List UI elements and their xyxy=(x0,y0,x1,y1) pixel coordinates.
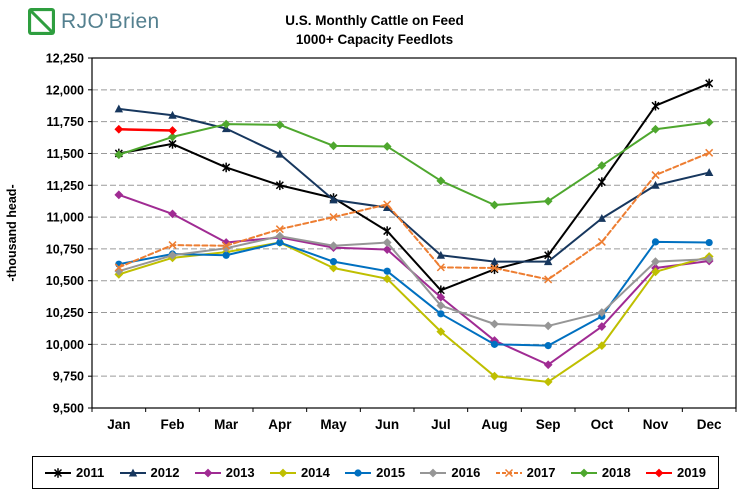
legend-marker-2017-icon xyxy=(495,468,522,477)
legend-label-2011: 2011 xyxy=(76,465,105,480)
series-line-2017 xyxy=(117,151,711,281)
y-tick-label: 9,500 xyxy=(53,402,84,416)
y-tick-label: 10,000 xyxy=(46,338,84,352)
y-tick-label: 10,500 xyxy=(46,274,84,288)
x-tick-label: Nov xyxy=(643,417,669,432)
x-tick-label: May xyxy=(320,417,347,432)
y-axis-title: -thousand head- xyxy=(5,184,19,281)
series-line-2016 xyxy=(117,235,711,327)
x-tick-label: Feb xyxy=(160,417,184,432)
legend-label-2015: 2015 xyxy=(376,465,406,480)
legend-marker-2019-icon xyxy=(646,468,673,477)
x-tick-label: Sep xyxy=(536,417,561,432)
legend-marker-2016-icon xyxy=(420,468,447,477)
rjobrien-logo-icon xyxy=(28,8,55,35)
legend-label-2018: 2018 xyxy=(601,465,631,480)
x-tick-label: Aug xyxy=(481,417,507,432)
y-tick-label: 11,000 xyxy=(46,211,84,225)
y-tick-label: 11,250 xyxy=(46,179,84,193)
x-tick-label: Oct xyxy=(591,417,614,432)
y-tick-label: 12,250 xyxy=(46,52,84,66)
chart-titles: U.S. Monthly Cattle on Feed 1000+ Capaci… xyxy=(0,8,749,50)
y-tick-label: 12,000 xyxy=(46,83,84,97)
legend-marker-2018-icon xyxy=(570,468,597,477)
legend-item-2012: 2012 xyxy=(119,465,180,480)
legend-item-2018: 2018 xyxy=(570,465,631,480)
legend-marker-2015-icon xyxy=(345,468,372,477)
series-line-2019 xyxy=(117,128,174,132)
legend-item-2017: 2017 xyxy=(495,465,556,480)
legend-item-2019: 2019 xyxy=(646,465,706,480)
y-tick-label: 10,750 xyxy=(46,242,84,256)
chart-subtitle: 1000+ Capacity Feedlots xyxy=(295,31,454,47)
legend-label-2017: 2017 xyxy=(526,465,556,480)
chart-legend: 2011 2012 2013 2014 2015 2016 2017 2018 2019 xyxy=(32,456,719,489)
x-tick-label: Jan xyxy=(107,417,130,432)
y-tick-label: 11,750 xyxy=(46,115,84,129)
legend-item-2014: 2014 xyxy=(269,465,330,480)
page: RJO'Brien U.S. Monthly Cattle on Feed 10… xyxy=(0,0,749,489)
rjobrien-logo: RJO'Brien xyxy=(28,8,160,35)
x-tick-label: Jul xyxy=(431,417,451,432)
x-tick-label: Apr xyxy=(268,417,292,432)
legend-item-2016: 2016 xyxy=(420,465,480,480)
legend-item-2011: 2011 xyxy=(45,465,104,480)
series-line-2011 xyxy=(117,82,711,292)
legend-label-2012: 2012 xyxy=(150,465,180,480)
y-tick-label: 10,250 xyxy=(46,306,84,320)
x-tick-label: Jun xyxy=(375,417,399,432)
legend-label-2019: 2019 xyxy=(677,465,706,480)
x-tick-label: Dec xyxy=(697,417,722,432)
y-tick-label: 9,750 xyxy=(53,370,84,384)
chart-title: U.S. Monthly Cattle on Feed xyxy=(285,13,464,28)
series-line-2014 xyxy=(117,241,711,383)
legend-marker-2013-icon xyxy=(194,468,221,477)
legend-label-2013: 2013 xyxy=(225,465,255,480)
legend-marker-2011-icon xyxy=(45,467,71,478)
legend-label-2014: 2014 xyxy=(300,465,330,480)
cattle-on-feed-line-chart: 9,500 9,750 10,000 10,250 10,500 10,750 11,000… xyxy=(5,52,737,432)
legend-item-2013: 2013 xyxy=(194,465,255,480)
series-line-2018 xyxy=(117,121,711,206)
x-tick-label: Mar xyxy=(214,417,239,432)
legend-label-2016: 2016 xyxy=(451,465,481,480)
header: RJO'Brien U.S. Monthly Cattle on Feed 10… xyxy=(0,0,749,52)
y-tick-label: 11,500 xyxy=(46,147,84,161)
legend-marker-2012-icon xyxy=(119,468,146,476)
legend-item-2015: 2015 xyxy=(345,465,405,480)
legend-marker-2014-icon xyxy=(269,468,296,477)
rjobrien-logo-text: RJO'Brien xyxy=(61,9,160,33)
